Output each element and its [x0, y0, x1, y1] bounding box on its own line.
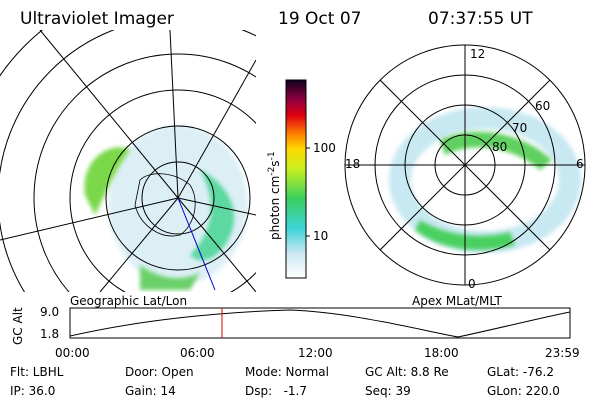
colorbar: [285, 79, 307, 279]
mlt-label: 18: [345, 157, 360, 171]
x-tick-label: 23:59: [545, 346, 580, 360]
y-tick-label: 9.0: [40, 305, 59, 319]
colorbar-tick: 10: [313, 229, 328, 243]
info: GLon: 220.0: [487, 384, 560, 398]
left-panel-label: Geographic Lat/Lon: [70, 294, 187, 308]
x-tick-label: 00:00: [55, 346, 90, 360]
title: Ultraviolet Imager: [20, 9, 174, 29]
mlat-label: 70: [512, 121, 527, 135]
mlt-label: 0: [468, 277, 476, 291]
mlat-label: 60: [535, 99, 550, 113]
geographic-map: [0, 30, 256, 292]
info: GC Alt: 8.8 Re: [365, 365, 449, 379]
colorbar-label: photon cm-2s-1: [267, 151, 282, 240]
y-tick-label: 1.8: [40, 327, 59, 341]
info: Gain: 14: [125, 384, 176, 398]
info: Dsp: -1.7: [245, 384, 307, 398]
info: GLat: -76.2: [487, 365, 554, 379]
info: IP: 36.0: [10, 384, 55, 398]
info: Seq: 39: [365, 384, 411, 398]
y-axis-label: GC Alt: [11, 307, 25, 345]
time: 07:37:55 UT: [428, 9, 533, 29]
info-grid: Flt: LBHL Door: Open Mode: Normal GC Alt…: [10, 365, 560, 398]
right-panel-label: Apex MLat/MLT: [412, 294, 502, 308]
info: Flt: LBHL: [10, 365, 64, 379]
colorbar-tick: 100: [313, 141, 336, 155]
mlt-label: 12: [470, 47, 485, 61]
x-tick-label: 12:00: [298, 346, 333, 360]
info: Door: Open: [125, 365, 194, 379]
mlt-label: 6: [576, 157, 584, 171]
altitude-curve: [69, 309, 571, 338]
info: Mode: Normal: [245, 365, 329, 379]
x-tick-label: 06:00: [180, 346, 215, 360]
x-tick-label: 18:00: [424, 346, 459, 360]
altitude-frame: [69, 307, 571, 339]
polar-plot: 12 18 6 0 60 70 80: [344, 44, 586, 291]
mlat-label: 80: [492, 140, 507, 154]
date: 19 Oct 07: [278, 9, 361, 29]
